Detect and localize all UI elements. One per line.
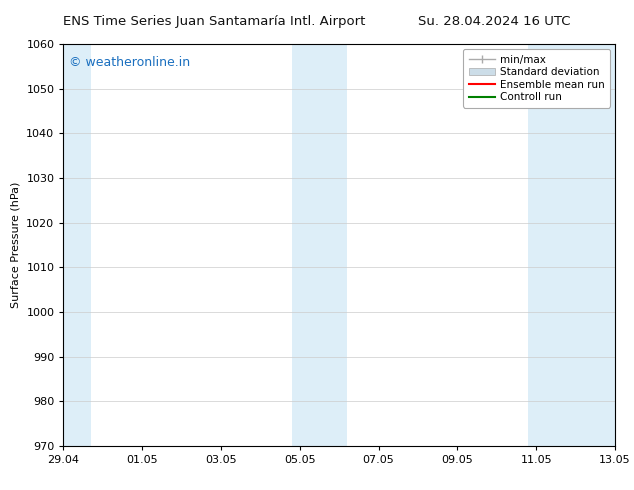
Text: Su. 28.04.2024 16 UTC: Su. 28.04.2024 16 UTC — [418, 15, 571, 28]
Text: ENS Time Series Juan Santamaría Intl. Airport: ENS Time Series Juan Santamaría Intl. Ai… — [63, 15, 366, 28]
Bar — [528, 44, 619, 446]
Bar — [60, 44, 91, 446]
Y-axis label: Surface Pressure (hPa): Surface Pressure (hPa) — [11, 182, 21, 308]
Legend: min/max, Standard deviation, Ensemble mean run, Controll run: min/max, Standard deviation, Ensemble me… — [463, 49, 610, 107]
Bar — [292, 44, 347, 446]
Text: © weatheronline.in: © weatheronline.in — [69, 56, 190, 69]
